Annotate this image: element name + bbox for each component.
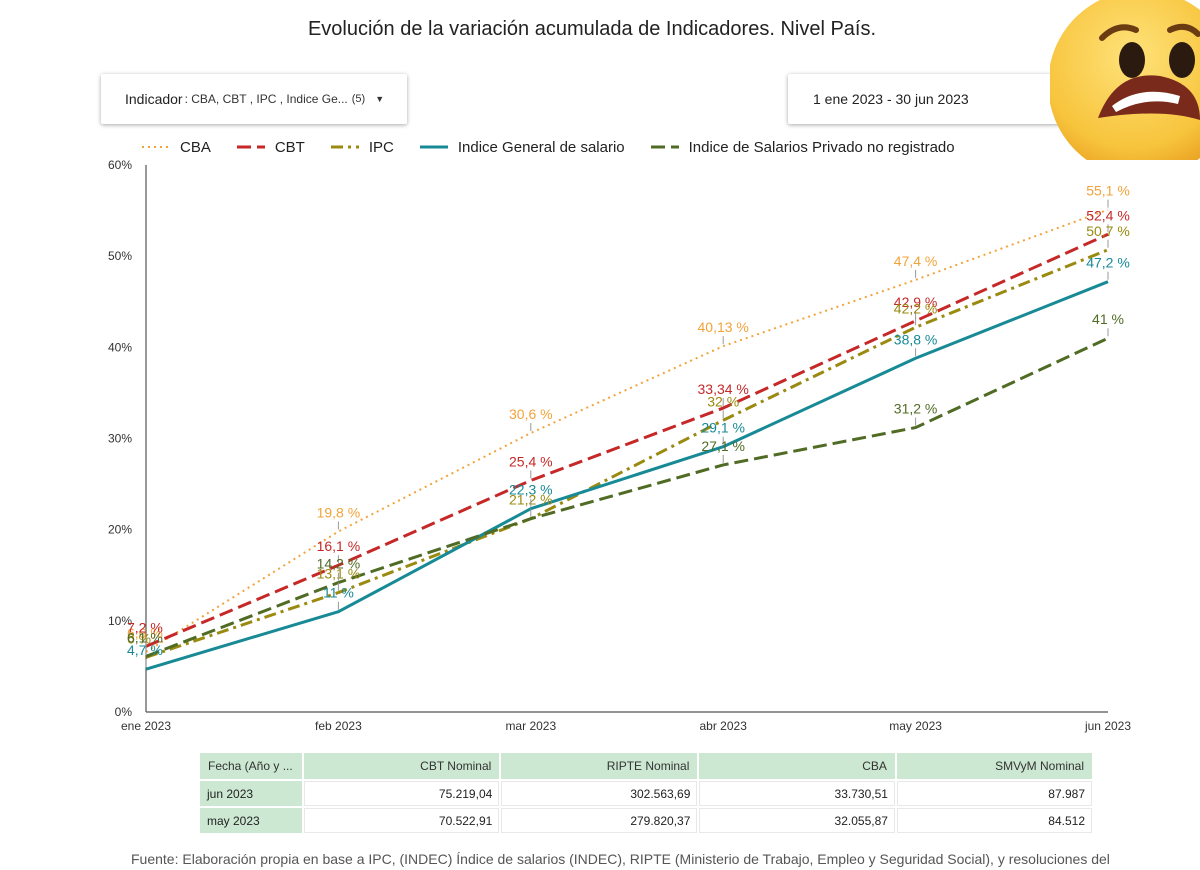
table-value-cell: 302.563,69 [501,781,698,806]
data-label: 47,2 % [1086,255,1130,271]
legend-swatch [236,145,265,149]
line-chart: 0% 10% 20% 30% 40% 50% 60% ene 2023 feb 2023 mar… [108,158,1131,733]
legend-swatch [419,145,448,149]
data-label: 14,2 % [317,556,361,572]
x-tick-label: mar 2023 [505,719,556,733]
legend-label: IPC [368,138,394,156]
indicator-filter-label: Indicador [125,91,183,107]
legend-label: Indice General de salario [457,138,625,156]
y-tick-label: 60% [108,158,132,172]
data-label: 6,1 % [127,629,163,645]
right-eye [1169,42,1195,78]
table-value-cell: 87.987 [896,781,1092,806]
x-tick-label: ene 2023 [121,719,171,733]
emoji-face [1050,0,1200,160]
data-label: 6 % [127,630,151,646]
legend-item-3[interactable]: Indice General de salario [419,138,625,156]
table-header-cell[interactable]: SMVyM Nominal [896,753,1092,779]
left-brow [1099,24,1139,41]
table-value-cell: 70.522,91 [303,808,500,833]
table-date-cell: may 2023 [200,808,302,833]
legend-item-4[interactable]: Indice de Salarios Privado no registrado [650,138,955,156]
y-tick-label: 0% [115,705,133,719]
data-label: 27,1 % [701,438,745,454]
y-tick-label: 10% [108,614,132,628]
emoji-teeth [1112,91,1180,112]
left-eye [1119,42,1145,78]
data-label: 32 % [707,393,739,409]
data-label: 50,7 % [1086,223,1130,239]
series-line-0 [145,208,1109,653]
data-label: 52,4 % [1086,207,1130,223]
legend-label: Indice de Salarios Privado no registrado [688,138,955,156]
legend-swatch [142,146,170,148]
indicator-filter-dropdown[interactable]: Indicador : CBA, CBT , IPC , Indice Ge..… [101,74,407,124]
table-value-cell: 33.730,51 [699,781,895,806]
data-label: 11 % [323,585,354,601]
x-tick-label: feb 2023 [315,719,362,733]
series-line-2 [145,248,1109,659]
legend-label: CBT [274,138,305,156]
table-row: may 2023 70.522,91 279.820,37 32.055,87 84.5… [200,808,1092,833]
legend-label: CBA [180,138,211,156]
data-label: 6,6 % [127,625,163,641]
data-label: 42,2 % [894,300,938,316]
data-label: 19,8 % [317,504,361,520]
table-header-cell[interactable]: CBT Nominal [303,753,500,779]
legend-swatch [650,145,679,149]
series-line-3 [145,280,1109,671]
data-label: 4,7 % [127,642,163,658]
data-label: 16,1 % [317,538,361,554]
series-line-1 [145,232,1109,648]
data-table: Fecha (Año y ... CBT Nominal RIPTE Nominal… [198,751,1094,835]
y-tick-label: 20% [108,523,132,537]
table-value-cell: 75.219,04 [303,781,500,806]
table-row: jun 2023 75.219,04 302.563,69 33.730,51 87.9… [200,781,1092,806]
data-label: 25,4 % [509,453,553,469]
data-label: 30,6 % [509,406,553,422]
series-line-4 [145,336,1109,658]
chart-legend: CBA CBT IPC Indice General de salario Indice… [142,137,981,157]
table-value-cell: 279.820,37 [501,808,698,833]
date-range-value: 1 ene 2023 - 30 jun 2023 [813,91,969,107]
data-label: 40,13 % [698,319,749,335]
data-label: 55,1 % [1086,183,1130,199]
x-tick-label: abr 2023 [700,719,748,733]
data-label: 47,4 % [894,253,938,269]
data-label: 38,8 % [894,331,938,347]
legend-item-1[interactable]: CBT [236,138,305,156]
source-note: Fuente: Elaboración propia en base a IPC… [131,851,1110,867]
y-tick-label: 40% [108,340,132,354]
legend-item-2[interactable]: IPC [330,138,394,156]
indicator-filter-value: : CBA, CBT , IPC , Indice Ge... [184,92,348,106]
y-tick-label: 50% [108,249,132,263]
data-label: 29,1 % [701,420,745,436]
data-label: 42,9 % [894,294,938,310]
x-tick-label: may 2023 [889,719,942,733]
caret-down-icon: ▼ [375,94,385,104]
table-header-cell[interactable]: Fecha (Año y ... [200,753,302,779]
table-value-cell: 32.055,87 [699,808,895,833]
data-label: 33,34 % [698,381,749,397]
legend-item-0[interactable]: CBA [142,139,211,156]
table-header-cell[interactable]: RIPTE Nominal [501,753,698,779]
table-value-cell: 84.512 [896,808,1092,833]
chart-title: Evolución de la variación acumulada de I… [307,18,877,40]
indicator-filter-count: (5) [351,93,366,105]
x-tick-label: jun 2023 [1084,719,1131,733]
table-date-cell: jun 2023 [200,781,302,806]
legend-swatch [330,145,359,149]
data-label: 31,2 % [894,401,938,417]
y-tick-label: 30% [108,432,132,446]
data-label: 22,3 % [509,482,553,498]
table-header-cell[interactable]: CBA [699,753,895,779]
data-label: 7,2 % [127,619,163,635]
right-brow [1167,23,1200,37]
data-label: 41 % [1092,311,1124,327]
worried-face-emoji [1050,0,1200,160]
